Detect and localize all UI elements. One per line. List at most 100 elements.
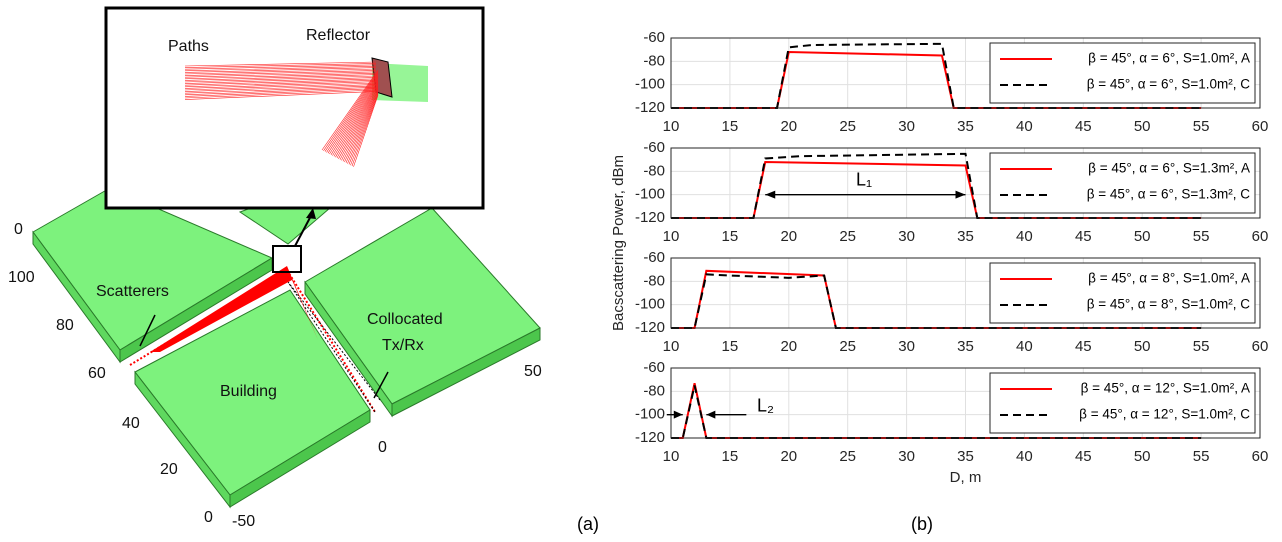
- scene-tick: 100: [8, 269, 35, 286]
- x-tick-label: 20: [780, 228, 797, 245]
- x-tick-label: 60: [1252, 448, 1269, 465]
- label: Tx/Rx: [382, 337, 424, 354]
- ray: [184, 63, 377, 68]
- zoom-box: [104, 6, 485, 210]
- scene-tick: 50: [524, 363, 542, 380]
- x-tick-label: 35: [957, 228, 974, 245]
- ray: [184, 88, 377, 97]
- y-tick-label: -120: [635, 429, 665, 446]
- x-axis-label: D, m: [950, 469, 982, 486]
- legend-box: [989, 152, 1256, 214]
- zoom-rays: [184, 61, 379, 167]
- x-tick-label: 35: [957, 448, 974, 465]
- scene-tick: 40: [122, 415, 140, 432]
- x-tick-label: 20: [780, 118, 797, 135]
- y-tick-label: -120: [635, 209, 665, 226]
- ray: [184, 75, 377, 83]
- ray: [184, 71, 377, 78]
- x-tick-label: 35: [957, 118, 974, 135]
- ray: [345, 89, 379, 163]
- ray: [184, 68, 377, 75]
- ray: [342, 86, 379, 162]
- ray: [336, 81, 379, 159]
- scene-tick: 0: [14, 221, 23, 238]
- x-tick-label: 50: [1134, 228, 1151, 245]
- subplot: 10 15 20 25 30 35 40 45 50 55 60 -60 -80 -100 -120 β = …: [635, 29, 1268, 135]
- ray: [184, 81, 377, 89]
- block-side: [391, 327, 541, 417]
- label: Collocated: [367, 311, 443, 328]
- ray: [353, 95, 379, 167]
- x-tick-label: 45: [1075, 118, 1092, 135]
- y-tick-label: -60: [643, 249, 665, 266]
- legend-box: [989, 42, 1256, 104]
- scene-tick: 0: [378, 439, 387, 456]
- x-tick-label: 40: [1016, 228, 1033, 245]
- zoom-marker: [272, 245, 302, 273]
- annotation: L₂: [757, 395, 774, 415]
- ray: [332, 78, 379, 156]
- y-tick-label: -60: [643, 359, 665, 376]
- y-tick-label: -60: [643, 139, 665, 156]
- x-tick-label: 25: [839, 118, 856, 135]
- x-tick-label: 10: [663, 338, 680, 355]
- y-tick-label: -80: [643, 52, 665, 69]
- y-tick-label: -120: [635, 99, 665, 116]
- y-tick-label: -80: [643, 272, 665, 289]
- ray: [184, 67, 377, 73]
- label: Reflector: [306, 27, 371, 44]
- x-tick-label: 55: [1193, 118, 1210, 135]
- label: Scatterers: [96, 283, 169, 300]
- block-side: [229, 409, 371, 508]
- x-tick-label: 60: [1252, 228, 1269, 245]
- ray: [184, 70, 377, 76]
- legend-label: β = 45°, α = 6°, S=1.3m², C: [1087, 187, 1251, 202]
- axes-box: [670, 147, 1261, 219]
- ray: [184, 65, 377, 72]
- y-tick-label: -120: [635, 319, 665, 336]
- legend-label: β = 45°, α = 6°, S=1.0m², A: [1088, 51, 1250, 66]
- x-tick-label: 20: [780, 448, 797, 465]
- legend-label: β = 45°, α = 8°, S=1.0m², A: [1088, 271, 1250, 286]
- panel-label: (a): [577, 514, 599, 534]
- scene-tick: 80: [56, 317, 74, 334]
- legend-label: β = 45°, α = 6°, S=1.0m², C: [1087, 77, 1251, 92]
- ray: [327, 74, 379, 154]
- x-tick-label: 10: [663, 448, 680, 465]
- ray: [326, 73, 379, 153]
- y-tick-label: -100: [635, 76, 665, 93]
- arrow-head: [673, 410, 716, 419]
- x-tick-label: 15: [722, 228, 739, 245]
- y-tick-label: -100: [635, 186, 665, 203]
- ray: [184, 91, 377, 100]
- x-tick-label: 60: [1252, 338, 1269, 355]
- x-tick-label: 55: [1193, 338, 1210, 355]
- ray: [351, 93, 379, 167]
- legend-label: β = 45°, α = 12°, S=1.0m², C: [1079, 407, 1250, 422]
- scene-tick: 60: [88, 365, 106, 382]
- ray: [184, 84, 377, 92]
- ray: [184, 72, 377, 80]
- y-tick-label: -100: [635, 296, 665, 313]
- legend-box: [989, 262, 1256, 324]
- ray: [347, 90, 379, 164]
- label: Building: [220, 383, 277, 400]
- legend-label: β = 45°, α = 6°, S=1.3m², A: [1088, 161, 1250, 176]
- subplot: 10 15 20 25 30 35 40 45 50 55 60 -60 -80 -100 -120 β = …: [635, 139, 1268, 245]
- series-line: [671, 273, 1202, 329]
- x-tick-label: 10: [663, 228, 680, 245]
- label: Paths: [168, 38, 209, 55]
- y-tick-label: -80: [643, 162, 665, 179]
- callout: [139, 314, 156, 347]
- x-tick-label: 15: [722, 448, 739, 465]
- ray: [333, 79, 379, 157]
- axes-box: [670, 37, 1261, 109]
- subplot: 10 15 20 25 30 35 40 45 50 55 60 -60 -80 -100 -120 β = …: [635, 249, 1268, 355]
- x-tick-label: 35: [957, 338, 974, 355]
- x-tick-label: 10: [663, 118, 680, 135]
- x-tick-label: 50: [1134, 448, 1151, 465]
- x-tick-label: 40: [1016, 118, 1033, 135]
- scene-tick: 0: [204, 509, 213, 526]
- scene: Paths Reflector Scatterers Collocated Tx…: [8, 6, 542, 530]
